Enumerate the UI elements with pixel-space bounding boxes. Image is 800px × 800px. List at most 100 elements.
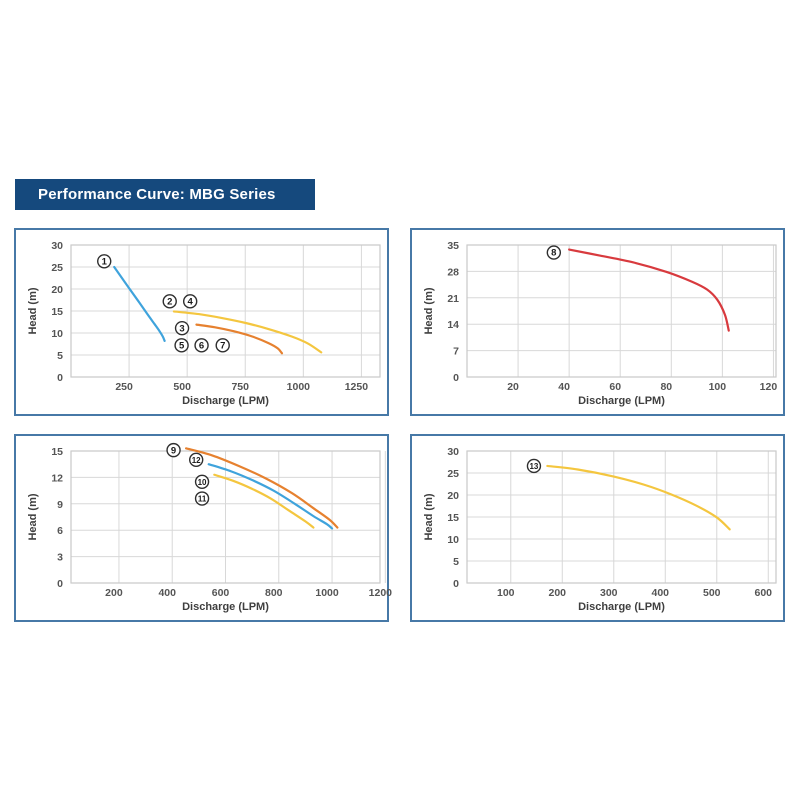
performance-chart: 0 5 10 15 20 25 30 100 200 300 400 500 600 Discharge … bbox=[423, 446, 777, 613]
y-tick-label: 10 bbox=[51, 328, 63, 340]
curve-label-number: 13 bbox=[529, 462, 538, 471]
x-tick-label: 100 bbox=[497, 587, 515, 599]
curve-label-6: 6 bbox=[194, 338, 209, 353]
x-tick-label: 1250 bbox=[345, 381, 369, 393]
x-tick-label: 120 bbox=[760, 381, 778, 393]
curve-label-circle bbox=[162, 294, 177, 309]
x-tick-label: 500 bbox=[703, 587, 721, 599]
y-tick-label: 10 bbox=[447, 534, 459, 546]
curve-label-number: 10 bbox=[198, 478, 207, 487]
y-tick-label: 9 bbox=[57, 499, 63, 511]
curve-label-circle bbox=[166, 442, 181, 458]
curve-13 bbox=[546, 464, 731, 531]
x-tick-label: 750 bbox=[231, 381, 249, 393]
curve-label-number: 12 bbox=[192, 456, 201, 465]
x-tick-label: 200 bbox=[105, 587, 123, 599]
x-tick-label: 100 bbox=[709, 381, 727, 393]
curve-label-number: 9 bbox=[171, 445, 176, 456]
curve-8 bbox=[568, 248, 730, 332]
curve-label-number: 3 bbox=[179, 323, 184, 334]
x-tick-label: 600 bbox=[755, 587, 773, 599]
x-tick-label: 800 bbox=[265, 587, 283, 599]
curve-label-number: 4 bbox=[188, 297, 194, 308]
curve-label-number: 6 bbox=[199, 341, 204, 352]
curve-label-3: 3 bbox=[174, 320, 190, 336]
curve-label-7: 7 bbox=[215, 338, 230, 353]
curve-label-11: 11 bbox=[194, 491, 210, 506]
curve-label-circle bbox=[188, 452, 204, 467]
curve-label-circle bbox=[194, 491, 210, 506]
performance-chart: 0 3 6 9 12 15 200 400 600 800 1000 1200 Discharge (L… bbox=[27, 442, 392, 613]
curve-label-circle bbox=[194, 338, 209, 353]
curve-label-13: 13 bbox=[526, 458, 542, 474]
y-tick-label: 5 bbox=[453, 556, 459, 568]
plot-border bbox=[70, 244, 381, 378]
chart-panel-bottom-right: 0 5 10 15 20 25 30 100 200 300 400 500 600 Discharge … bbox=[410, 434, 785, 622]
y-tick-label: 25 bbox=[447, 468, 459, 480]
plot-border bbox=[466, 450, 777, 584]
y-tick-label: 20 bbox=[447, 490, 459, 502]
curve-label-8: 8 bbox=[546, 245, 562, 260]
x-tick-label: 300 bbox=[600, 587, 618, 599]
x-tick-label: 1000 bbox=[315, 587, 339, 599]
curve-label-number: 2 bbox=[167, 297, 172, 308]
y-tick-label: 6 bbox=[57, 525, 63, 537]
x-tick-label: 1000 bbox=[287, 381, 311, 393]
y-tick-label: 12 bbox=[51, 472, 63, 484]
curve-label-circle bbox=[194, 474, 210, 489]
x-axis-title: Discharge (LPM) bbox=[182, 601, 269, 613]
x-tick-label: 40 bbox=[558, 381, 570, 393]
curve-2-4 bbox=[172, 310, 323, 354]
y-tick-label: 5 bbox=[57, 350, 63, 362]
curve-12 bbox=[207, 463, 334, 530]
y-tick-label: 30 bbox=[51, 240, 63, 252]
curve-9 bbox=[184, 447, 339, 529]
y-axis-title: Head (m) bbox=[27, 287, 39, 334]
curve-label-circle bbox=[97, 254, 112, 269]
curve-label-number: 5 bbox=[179, 341, 185, 352]
curve-label-number: 7 bbox=[220, 341, 225, 352]
x-tick-label: 400 bbox=[652, 587, 670, 599]
chart-panel-top-left: 0 5 10 15 20 25 30 250 500 750 1000 1250 Discharge (… bbox=[14, 228, 389, 416]
y-tick-label: 0 bbox=[453, 578, 459, 590]
y-tick-label: 25 bbox=[51, 262, 63, 274]
x-axis-title: Discharge (LPM) bbox=[182, 395, 269, 407]
chart-panel-bottom-left: 0 3 6 9 12 15 200 400 600 800 1000 1200 Discharge (L… bbox=[14, 434, 392, 622]
curve-label-1: 1 bbox=[97, 254, 112, 269]
y-tick-label: 35 bbox=[447, 240, 459, 252]
curve-3 bbox=[195, 323, 284, 355]
y-tick-label: 15 bbox=[51, 446, 63, 458]
curve-label-circle bbox=[215, 338, 230, 353]
y-tick-label: 21 bbox=[447, 293, 459, 305]
curve-1 bbox=[113, 265, 166, 343]
performance-chart: 0 7 14 21 28 35 20 40 60 80 100 120 Discharge (LPM) H… bbox=[423, 240, 778, 407]
plot-area bbox=[467, 245, 776, 377]
plot-border bbox=[466, 244, 777, 378]
y-axis-title: Head (m) bbox=[27, 493, 39, 540]
y-tick-label: 15 bbox=[51, 306, 63, 318]
curve-label-4: 4 bbox=[182, 294, 198, 309]
y-tick-label: 28 bbox=[447, 266, 459, 278]
y-tick-label: 0 bbox=[57, 578, 63, 590]
y-tick-label: 0 bbox=[57, 372, 63, 384]
curve-label-circle bbox=[526, 458, 542, 474]
x-axis-title: Discharge (LPM) bbox=[578, 395, 665, 407]
y-tick-label: 14 bbox=[447, 319, 459, 331]
x-tick-label: 250 bbox=[115, 381, 133, 393]
curve-label-circle bbox=[182, 294, 198, 309]
curve-label-number: 1 bbox=[102, 256, 108, 267]
plot-border bbox=[70, 450, 381, 584]
x-tick-label: 20 bbox=[507, 381, 519, 393]
curve-label-circle bbox=[546, 245, 562, 260]
y-axis-title: Head (m) bbox=[423, 287, 435, 334]
x-tick-label: 500 bbox=[173, 381, 191, 393]
chart-panel-top-right: 0 7 14 21 28 35 20 40 60 80 100 120 Discharge (LPM) H… bbox=[410, 228, 785, 416]
x-tick-label: 1200 bbox=[369, 587, 393, 599]
curve-label-circle bbox=[174, 338, 189, 353]
y-tick-label: 30 bbox=[447, 446, 459, 458]
curve-label-5: 5 bbox=[174, 338, 189, 353]
x-tick-label: 60 bbox=[609, 381, 621, 393]
curve-label-10: 10 bbox=[194, 474, 210, 489]
y-tick-label: 20 bbox=[51, 284, 63, 296]
